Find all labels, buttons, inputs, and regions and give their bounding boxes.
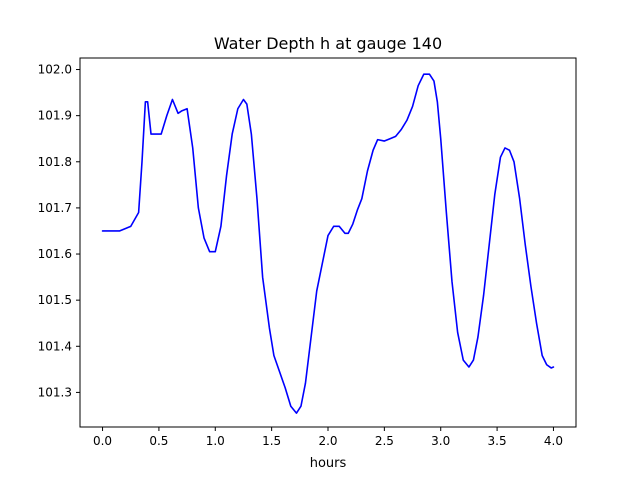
y-tick-label: 101.8 — [38, 155, 72, 169]
y-tick-label: 101.5 — [38, 293, 72, 307]
plot-area: 0.0 0.5 1.0 1.5 2.0 2.5 3.0 3.5 4.0 101.3 101.4 101… — [38, 57, 577, 448]
chart-title: Water Depth h at gauge 140 — [214, 34, 442, 53]
x-tick-label: 0.5 — [149, 434, 168, 448]
x-axis-label: hours — [310, 456, 347, 471]
x-tick-label: 1.5 — [262, 434, 281, 448]
x-tick-label: 3.0 — [431, 434, 450, 448]
y-tick-label: 101.6 — [38, 247, 72, 261]
y-tick-label: 101.9 — [38, 109, 72, 123]
y-tick-label: 101.4 — [38, 339, 72, 353]
y-tick-label: 101.3 — [38, 385, 72, 399]
x-tick-label: 4.0 — [544, 434, 563, 448]
x-tick-label: 0.0 — [93, 434, 112, 448]
x-tick-label: 1.0 — [206, 434, 225, 448]
y-tick-label: 101.7 — [38, 201, 72, 215]
series-line-0 — [101, 73, 555, 414]
x-tick-label: 2.0 — [318, 434, 337, 448]
x-tick-label: 2.5 — [375, 434, 394, 448]
x-tick-label: 3.5 — [488, 434, 507, 448]
y-tick-label: 102.0 — [38, 63, 72, 77]
